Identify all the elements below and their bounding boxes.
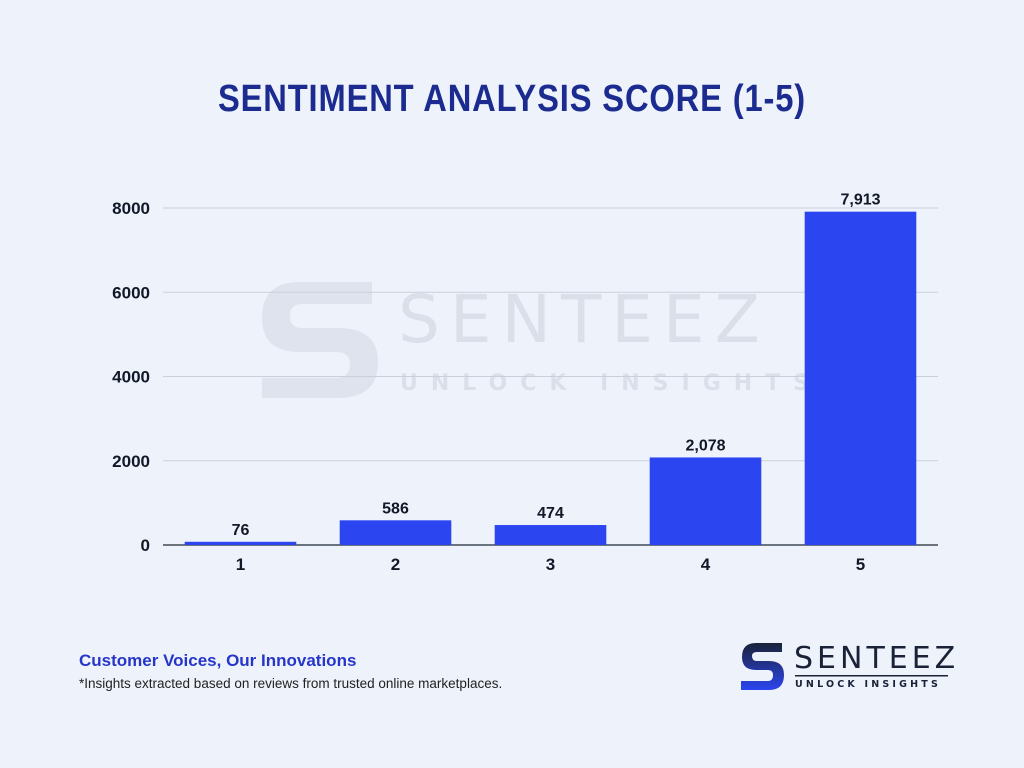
brand-tagline: UNLOCK INSIGHTS bbox=[795, 679, 942, 690]
bar-1 bbox=[184, 541, 297, 545]
watermark-tagline: UNLOCK INSIGHTS bbox=[400, 371, 822, 396]
bar-5 bbox=[804, 211, 917, 546]
bar-4 bbox=[649, 457, 762, 545]
y-tick-label: 0 bbox=[141, 536, 150, 555]
bar-2 bbox=[339, 520, 452, 545]
x-tick-label: 5 bbox=[856, 555, 865, 574]
brand-divider bbox=[795, 675, 948, 677]
brand-name: SENTEEZ bbox=[794, 641, 960, 676]
data-label-1: 76 bbox=[232, 522, 250, 539]
bars bbox=[184, 211, 917, 546]
data-label-3: 474 bbox=[537, 505, 564, 522]
x-tick-label: 1 bbox=[236, 555, 245, 574]
y-tick-label: 6000 bbox=[112, 283, 150, 302]
watermark-name: SENTEEZ bbox=[398, 281, 770, 358]
brand-logo bbox=[741, 643, 948, 690]
y-tick-label: 2000 bbox=[112, 452, 150, 471]
x-tick-label: 2 bbox=[391, 555, 400, 574]
bar-3 bbox=[494, 525, 607, 545]
data-label-5: 7,913 bbox=[840, 192, 880, 209]
chart-title: SENTIMENT ANALYSIS SCORE (1-5) bbox=[217, 78, 807, 120]
x-axis: 1 2 3 4 5 bbox=[236, 555, 865, 574]
y-axis: 0 2000 4000 6000 8000 bbox=[112, 199, 150, 555]
y-tick-label: 4000 bbox=[112, 368, 150, 387]
watermark-s-icon bbox=[262, 282, 378, 398]
data-label-4: 2,078 bbox=[685, 437, 725, 454]
s-logo-icon bbox=[741, 643, 784, 690]
data-labels: 76 586 474 2,078 7,913 bbox=[232, 192, 881, 539]
x-tick-label: 3 bbox=[546, 555, 555, 574]
footer-footnote: *Insights extracted based on reviews fro… bbox=[79, 676, 503, 691]
x-tick-label: 4 bbox=[701, 555, 711, 574]
data-label-2: 586 bbox=[382, 500, 409, 517]
y-tick-label: 8000 bbox=[112, 199, 150, 218]
watermark: SENTEEZ UNLOCK INSIGHTS bbox=[262, 281, 822, 398]
footer-tagline: Customer Voices, Our Innovations bbox=[79, 651, 357, 670]
